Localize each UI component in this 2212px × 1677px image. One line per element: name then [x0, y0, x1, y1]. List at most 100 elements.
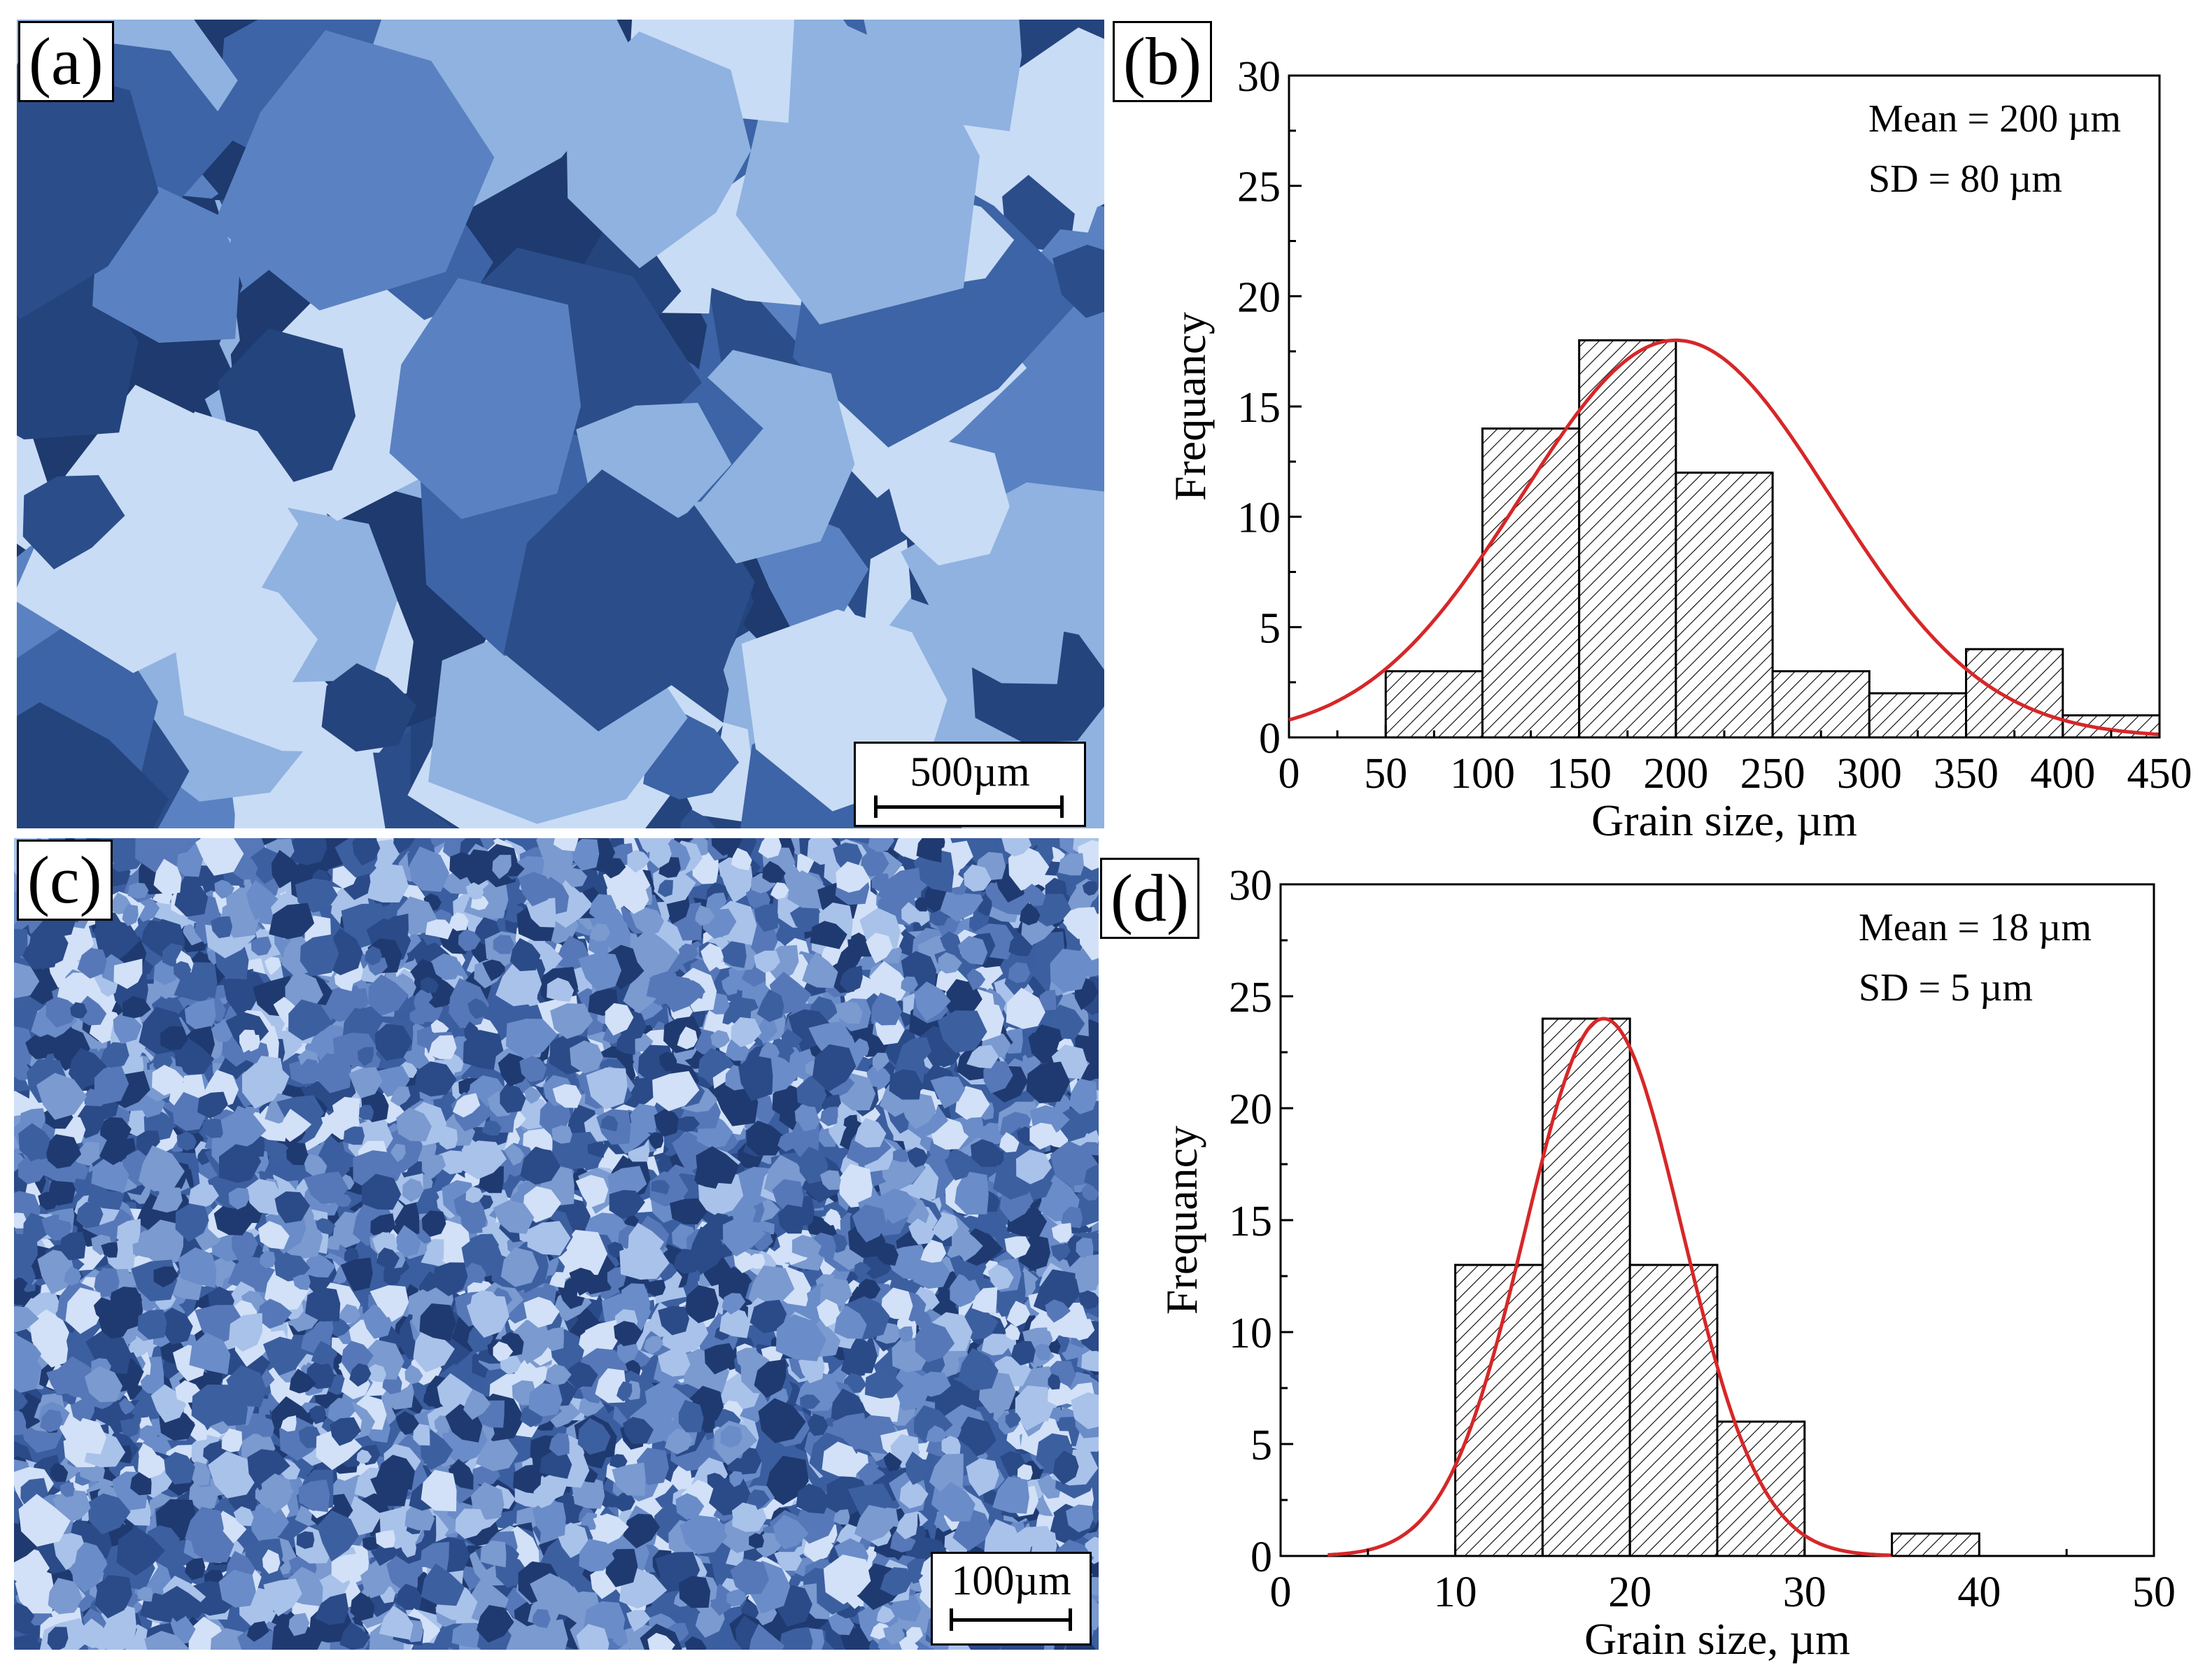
grain-c: [678, 943, 698, 962]
grain-c: [463, 1030, 505, 1071]
grain-c: [19, 1124, 50, 1162]
grain-c: [570, 1040, 604, 1074]
grain-c: [1072, 1319, 1095, 1340]
grain-c: [314, 1592, 348, 1625]
grain-c: [966, 968, 986, 991]
grain-c: [673, 1248, 703, 1274]
grain-c: [569, 1268, 599, 1296]
scalebar-c-line: [951, 1618, 1071, 1622]
grain-c: [152, 1064, 185, 1096]
grain-c: [772, 1179, 804, 1214]
grain-c: [340, 1257, 373, 1292]
grain-c: [184, 998, 216, 1031]
ytick-label-d-5: 25: [1229, 974, 1272, 1021]
grain-c: [409, 1009, 427, 1025]
grain-c: [232, 1229, 258, 1263]
grain-c: [758, 838, 782, 858]
grain-c: [64, 1266, 81, 1286]
grain-c: [1029, 1122, 1058, 1150]
grain-c: [173, 961, 192, 981]
grain-c: [589, 923, 611, 942]
grain-c: [617, 1381, 633, 1402]
grain-c: [522, 1186, 561, 1223]
ytick-label-b-6: 30: [1237, 53, 1281, 101]
grain-c: [623, 1417, 654, 1444]
grain-c: [891, 1364, 930, 1411]
grain-c: [610, 1454, 628, 1469]
grain-c: [552, 1084, 582, 1108]
grain-c: [293, 1274, 311, 1291]
grain-c: [311, 1318, 334, 1338]
grain-c: [1082, 881, 1099, 896]
grain-c: [348, 1067, 383, 1098]
grain-c: [1019, 903, 1041, 926]
grain-c: [216, 1389, 248, 1427]
grain-c: [710, 1030, 731, 1049]
grain-c: [600, 1115, 618, 1132]
grain-c: [41, 1215, 72, 1241]
scalebar-a-line: [875, 805, 1063, 809]
grain-c: [658, 1052, 677, 1072]
grain-c: [527, 1221, 571, 1256]
grain-c: [29, 1309, 69, 1359]
grain-c: [838, 1163, 873, 1208]
grain-c: [916, 838, 942, 863]
grain-c: [116, 1527, 165, 1576]
grain-c: [523, 1619, 568, 1650]
grain-c: [627, 849, 650, 873]
grain-c: [513, 1464, 544, 1494]
grain-c: [132, 1230, 161, 1258]
grain-c: [845, 1636, 870, 1650]
xtick-label-b-7: 350: [1933, 750, 1999, 798]
bar-d-1: [1541, 1017, 1631, 1557]
ytick-label-b-0: 0: [1259, 715, 1281, 763]
grain-c: [775, 1314, 826, 1361]
bar-b-1: [1481, 427, 1581, 739]
panel-label-c: (c): [17, 840, 113, 921]
grain-c: [141, 920, 171, 949]
grain-c: [864, 1370, 904, 1399]
grain-c: [178, 1247, 217, 1288]
grain-c: [824, 1208, 840, 1226]
bar-d-4: [1891, 1532, 1980, 1557]
grain-c: [905, 1451, 928, 1485]
grain-c: [866, 933, 893, 964]
grain-c: [421, 1154, 446, 1180]
bar-b-0: [1384, 670, 1484, 739]
grain-c: [519, 1054, 547, 1082]
grain-c: [157, 1308, 193, 1345]
grain-c: [218, 1569, 256, 1608]
xtick-label-b-9: 450: [2127, 750, 2192, 798]
grain-c: [269, 1379, 291, 1403]
grain-a: [17, 702, 169, 828]
ytick-label-b-1: 5: [1259, 604, 1281, 652]
grain-c: [589, 893, 617, 921]
grain-c: [414, 989, 433, 1007]
grain-c: [738, 1055, 773, 1101]
grain-c: [730, 1559, 770, 1594]
grain-c: [964, 864, 992, 892]
grain-c: [381, 868, 397, 886]
grain-c: [817, 1299, 840, 1327]
grain-c: [304, 1150, 327, 1177]
grain-c: [263, 1578, 302, 1617]
grain-a: [503, 469, 728, 732]
grain-c: [1058, 853, 1084, 876]
grain-c: [926, 1425, 948, 1443]
grain-c: [493, 935, 515, 954]
grain-c: [754, 950, 780, 973]
grain-c: [652, 1070, 700, 1112]
ylabel-b: Frequancy: [1165, 312, 1215, 501]
grain-c: [99, 1042, 129, 1069]
grain-c: [14, 1061, 31, 1081]
grain-c: [66, 1332, 101, 1366]
grain-c: [678, 1399, 704, 1433]
grain-c: [162, 1585, 202, 1622]
grain-c: [1051, 1223, 1072, 1243]
grain-c: [578, 952, 621, 991]
grain-c: [880, 1287, 913, 1320]
grain-c: [579, 1329, 599, 1353]
grain-c: [914, 981, 951, 1021]
grain-c: [913, 848, 954, 893]
grain-c: [961, 1117, 984, 1138]
